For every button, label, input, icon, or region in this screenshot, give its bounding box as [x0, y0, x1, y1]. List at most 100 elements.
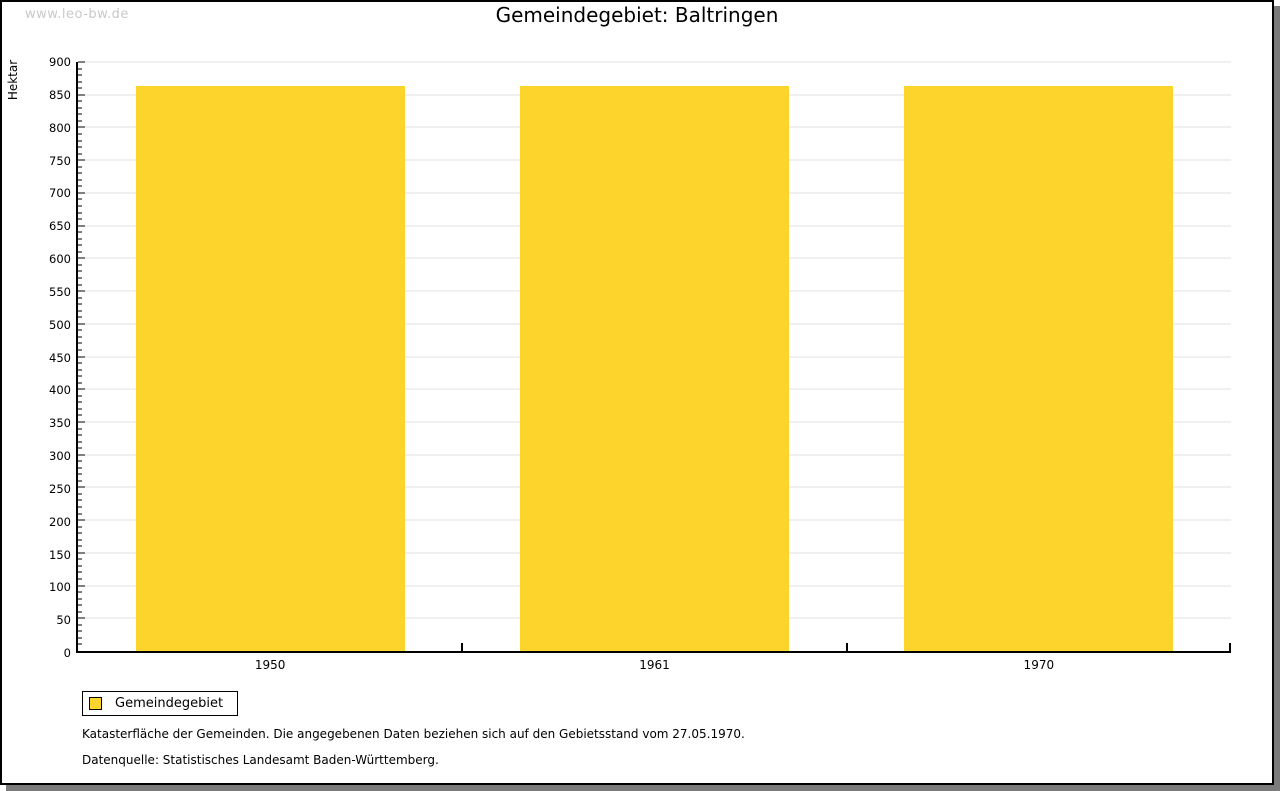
y-axis-tick: [78, 342, 82, 344]
y-axis-tick: [78, 513, 82, 515]
y-axis-tick: [78, 198, 82, 200]
y-axis-tick: [78, 539, 82, 541]
y-axis-tick: [78, 611, 82, 613]
y-axis-tick: [78, 310, 82, 312]
y-axis-tick: [78, 506, 82, 508]
y-tick-label: 700: [49, 186, 71, 201]
y-axis-tick: [78, 565, 82, 567]
y-axis-tick: [78, 146, 82, 148]
y-axis-tick: [78, 349, 82, 351]
y-axis-tick: [78, 598, 82, 600]
y-axis-tick: [78, 414, 82, 416]
legend-swatch-icon: [89, 697, 102, 710]
x-axis-end-tick: [1229, 643, 1231, 651]
x-tick-label: 1970: [1023, 658, 1055, 672]
y-axis-tick: [78, 571, 82, 573]
watermark: www.leo-bw.de: [25, 7, 129, 22]
footnote-data-source: Datenquelle: Statistisches Landesamt Bad…: [82, 753, 439, 767]
y-tick-label: 850: [49, 87, 71, 102]
y-axis-tick: [78, 244, 82, 246]
y-axis-tick: [78, 532, 82, 534]
y-tick-label: 100: [49, 580, 71, 595]
y-axis-tick: [78, 192, 85, 194]
y-axis-tick: [78, 493, 82, 495]
y-axis-tick: [78, 113, 82, 115]
y-axis-tick: [78, 270, 82, 272]
y-tick-label: 450: [49, 350, 71, 365]
y-axis-tick: [78, 74, 82, 76]
y-axis-tick: [78, 107, 82, 109]
y-axis-tick: [78, 585, 85, 587]
y-axis-tick: [78, 94, 85, 96]
y-axis-tick: [78, 218, 82, 220]
y-tick-label: 350: [49, 416, 71, 431]
y-axis-tick: [78, 133, 82, 135]
plot-area: [76, 61, 1231, 653]
y-tick-label: 600: [49, 252, 71, 266]
y-axis-tick: [78, 336, 82, 338]
y-axis-tick: [78, 545, 82, 547]
y-axis-tick: [78, 473, 82, 475]
y-axis-tick: [78, 480, 82, 482]
chart-title: Gemeindegebiet: Baltringen: [495, 3, 779, 27]
y-tick-label: 250: [49, 481, 71, 496]
y-axis-tick: [78, 421, 85, 423]
y-axis-tick: [78, 630, 82, 632]
y-axis-tick: [78, 375, 82, 377]
y-axis-tick: [78, 61, 85, 63]
y-axis-tick: [78, 257, 85, 259]
y-tick-label: 650: [49, 219, 71, 234]
y-axis-tick: [78, 408, 82, 410]
y-axis-tick: [78, 323, 85, 325]
y-axis-tick: [78, 290, 85, 292]
y-axis-tick: [78, 225, 85, 227]
bar-1961: [519, 85, 789, 651]
legend-label: Gemeindegebiet: [115, 696, 224, 711]
y-axis-tick: [78, 624, 82, 626]
y-axis-tick: [78, 126, 85, 128]
y-axis-tick: [78, 467, 82, 469]
y-gridline: [78, 61, 1231, 63]
y-axis-tick: [78, 81, 82, 83]
y-axis-tick: [78, 395, 82, 397]
y-axis-tick: [78, 434, 82, 436]
bar-1970: [904, 85, 1174, 651]
y-axis-tick: [78, 637, 82, 639]
y-axis-tick: [78, 356, 85, 357]
y-axis-tick: [78, 87, 82, 89]
y-axis-tick: [78, 185, 82, 187]
y-axis-tick: [78, 264, 82, 266]
y-axis-tick: [78, 277, 82, 279]
y-axis-tick: [78, 153, 82, 155]
y-axis-tick: [78, 643, 82, 645]
footnote-description: Katasterfläche der Gemeinden. Die angege…: [82, 727, 745, 741]
y-axis-tick: [78, 388, 85, 390]
y-tick-label: 550: [49, 284, 71, 299]
y-axis-tick: [78, 454, 85, 456]
y-tick-label: 750: [49, 153, 71, 168]
y-axis-tick: [78, 205, 82, 207]
y-tick-label: 150: [49, 547, 71, 562]
y-axis-tick: [78, 578, 82, 580]
y-axis-tick: [78, 120, 82, 122]
y-tick-label: 200: [49, 514, 71, 529]
y-axis-tick: [78, 303, 82, 305]
y-axis-tick: [78, 100, 82, 102]
x-axis-tick: [461, 643, 464, 651]
y-axis-tick: [78, 617, 85, 619]
y-tick-label: 0: [63, 646, 71, 660]
y-axis-tick: [78, 172, 82, 174]
y-axis-tick: [78, 297, 82, 299]
y-axis-tick: [78, 231, 82, 233]
x-axis-tick-labels: 1950 1961 1970: [78, 658, 1231, 674]
bar-1950: [135, 85, 405, 651]
legend: Gemeindegebiet: [82, 691, 239, 716]
y-axis-tick: [78, 552, 85, 554]
y-axis-tick: [78, 428, 82, 429]
y-axis-tick: [78, 382, 82, 384]
y-axis-tick: [78, 68, 82, 70]
y-axis-tick: [78, 486, 85, 488]
x-tick-label: 1950: [254, 658, 286, 672]
y-axis-tick: [78, 441, 82, 443]
